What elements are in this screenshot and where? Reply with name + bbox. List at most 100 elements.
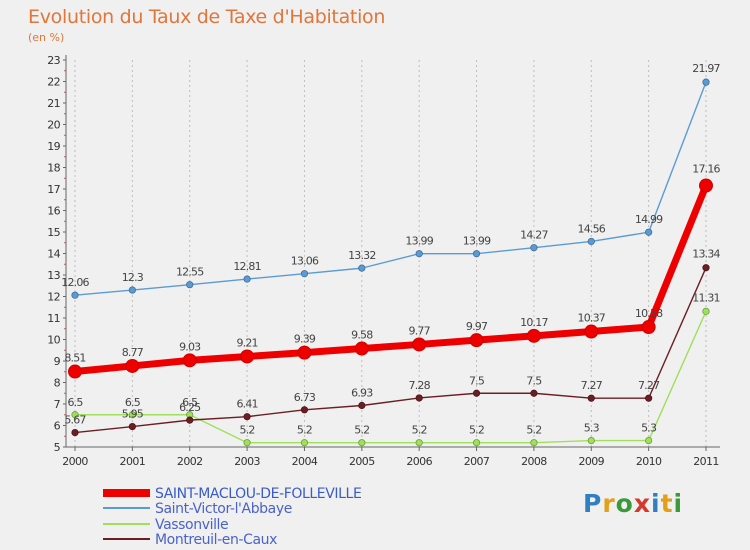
data-label: 6.41: [236, 398, 257, 411]
logo-letter: i: [651, 489, 661, 518]
data-point: [354, 341, 369, 356]
data-label: 6.73: [294, 391, 316, 404]
y-tick-label: 13: [47, 269, 60, 282]
y-tick-label: 21: [47, 97, 60, 110]
y-tick-label: 16: [47, 205, 60, 218]
legend-label: SAINT-MACLOU-DE-FOLLEVILLE: [155, 486, 361, 502]
logo-letter: x: [633, 489, 651, 518]
legend-label: Vassonville: [155, 517, 228, 533]
y-tick-label: 11: [47, 312, 60, 325]
data-label: 13.34: [692, 248, 720, 261]
x-tick-label: 2010: [636, 455, 662, 468]
data-label: 6.5: [125, 396, 141, 409]
data-label: 13.99: [463, 235, 491, 248]
data-point: [530, 244, 538, 252]
data-point: [472, 439, 481, 447]
data-point: [297, 345, 312, 360]
data-label: 9.97: [466, 320, 488, 333]
data-point: [469, 333, 484, 348]
series-layer: [68, 78, 713, 447]
data-label: 17.16: [692, 163, 720, 176]
data-label: 6.25: [179, 401, 201, 414]
data-label: 14.56: [578, 222, 606, 235]
data-point: [412, 337, 427, 352]
data-point: [243, 413, 251, 421]
legend-label: Montreuil-en-Caux: [155, 532, 277, 548]
data-point: [186, 416, 194, 424]
data-label: 13.32: [348, 249, 376, 262]
data-label: 8.77: [122, 346, 144, 359]
data-label: 21.97: [692, 62, 720, 75]
data-point: [584, 324, 599, 339]
data-point: [699, 178, 713, 193]
data-label: 5.3: [641, 422, 657, 435]
y-tick-label: 14: [47, 248, 60, 261]
data-point: [128, 422, 136, 431]
data-point: [415, 394, 423, 402]
y-tick-label: 5: [54, 441, 61, 454]
y-tick-label: 6: [54, 420, 61, 433]
data-label: 7.27: [581, 379, 603, 392]
data-point: [587, 394, 595, 402]
data-label: 13.06: [291, 255, 319, 268]
data-point: [68, 364, 82, 379]
x-tick-label: 2002: [177, 455, 203, 468]
data-point: [300, 406, 309, 414]
data-point: [645, 394, 653, 402]
data-label: 7.5: [526, 374, 542, 387]
data-label: 14.99: [635, 213, 663, 226]
x-tick-label: 2001: [120, 455, 146, 468]
logo-letter: i: [673, 489, 684, 518]
data-point: [415, 250, 423, 258]
data-point: [415, 439, 423, 447]
x-tick-label: 2007: [464, 455, 490, 468]
data-point: [71, 428, 79, 437]
data-point: [526, 328, 541, 343]
logo-letter: P: [583, 489, 603, 518]
data-label: 10.17: [520, 316, 548, 329]
data-point: [240, 349, 255, 364]
data-point: [472, 250, 481, 258]
series-line: [71, 182, 710, 376]
data-label: 8.51: [64, 352, 85, 365]
data-point: [702, 307, 710, 315]
data-point: [358, 264, 366, 272]
data-point: [530, 439, 538, 447]
y-tick-label: 7: [54, 398, 61, 411]
data-point: [300, 270, 309, 278]
legend: SAINT-MACLOU-DE-FOLLEVILLESaint-Victor-l…: [103, 486, 362, 548]
data-label: 5.2: [526, 424, 541, 437]
data-label: 14.27: [520, 229, 548, 242]
y-tick-label: 9: [54, 355, 61, 368]
logo-letter: r: [602, 489, 616, 518]
data-label: 9.77: [409, 324, 431, 337]
x-tick-label: 2005: [349, 455, 375, 468]
data-label: 5.3: [584, 422, 600, 435]
data-point: [182, 353, 197, 368]
data-point: [702, 264, 710, 272]
y-tick-label: 17: [47, 183, 60, 196]
x-tick-label: 2011: [693, 455, 719, 468]
data-label: 10.37: [578, 312, 606, 325]
data-point: [128, 286, 136, 294]
data-point: [71, 411, 79, 419]
data-label: 5.2: [354, 424, 369, 437]
data-point: [186, 281, 194, 289]
data-point: [128, 411, 136, 419]
legend-label: Saint-Victor-l'Abbaye: [155, 501, 292, 517]
y-tick-label: 23: [47, 54, 60, 67]
x-axis-ticks: 2000 2001 2002 2003 2004 2005 2006 2007 2008 2009…: [62, 447, 719, 468]
data-point: [358, 401, 366, 410]
data-label: 13.99: [405, 235, 433, 248]
data-label: 12.06: [61, 276, 89, 289]
data-point: [645, 228, 653, 236]
data-label: 5.2: [297, 424, 312, 437]
data-point: [645, 436, 653, 445]
data-label: 7.5: [469, 374, 485, 387]
data-label: 11.31: [692, 291, 720, 304]
axes: [65, 55, 720, 448]
x-tick-label: 2003: [234, 455, 260, 468]
data-point: [243, 275, 251, 283]
proxiti-logo: Proxiti: [583, 489, 683, 518]
data-point: [300, 439, 309, 447]
